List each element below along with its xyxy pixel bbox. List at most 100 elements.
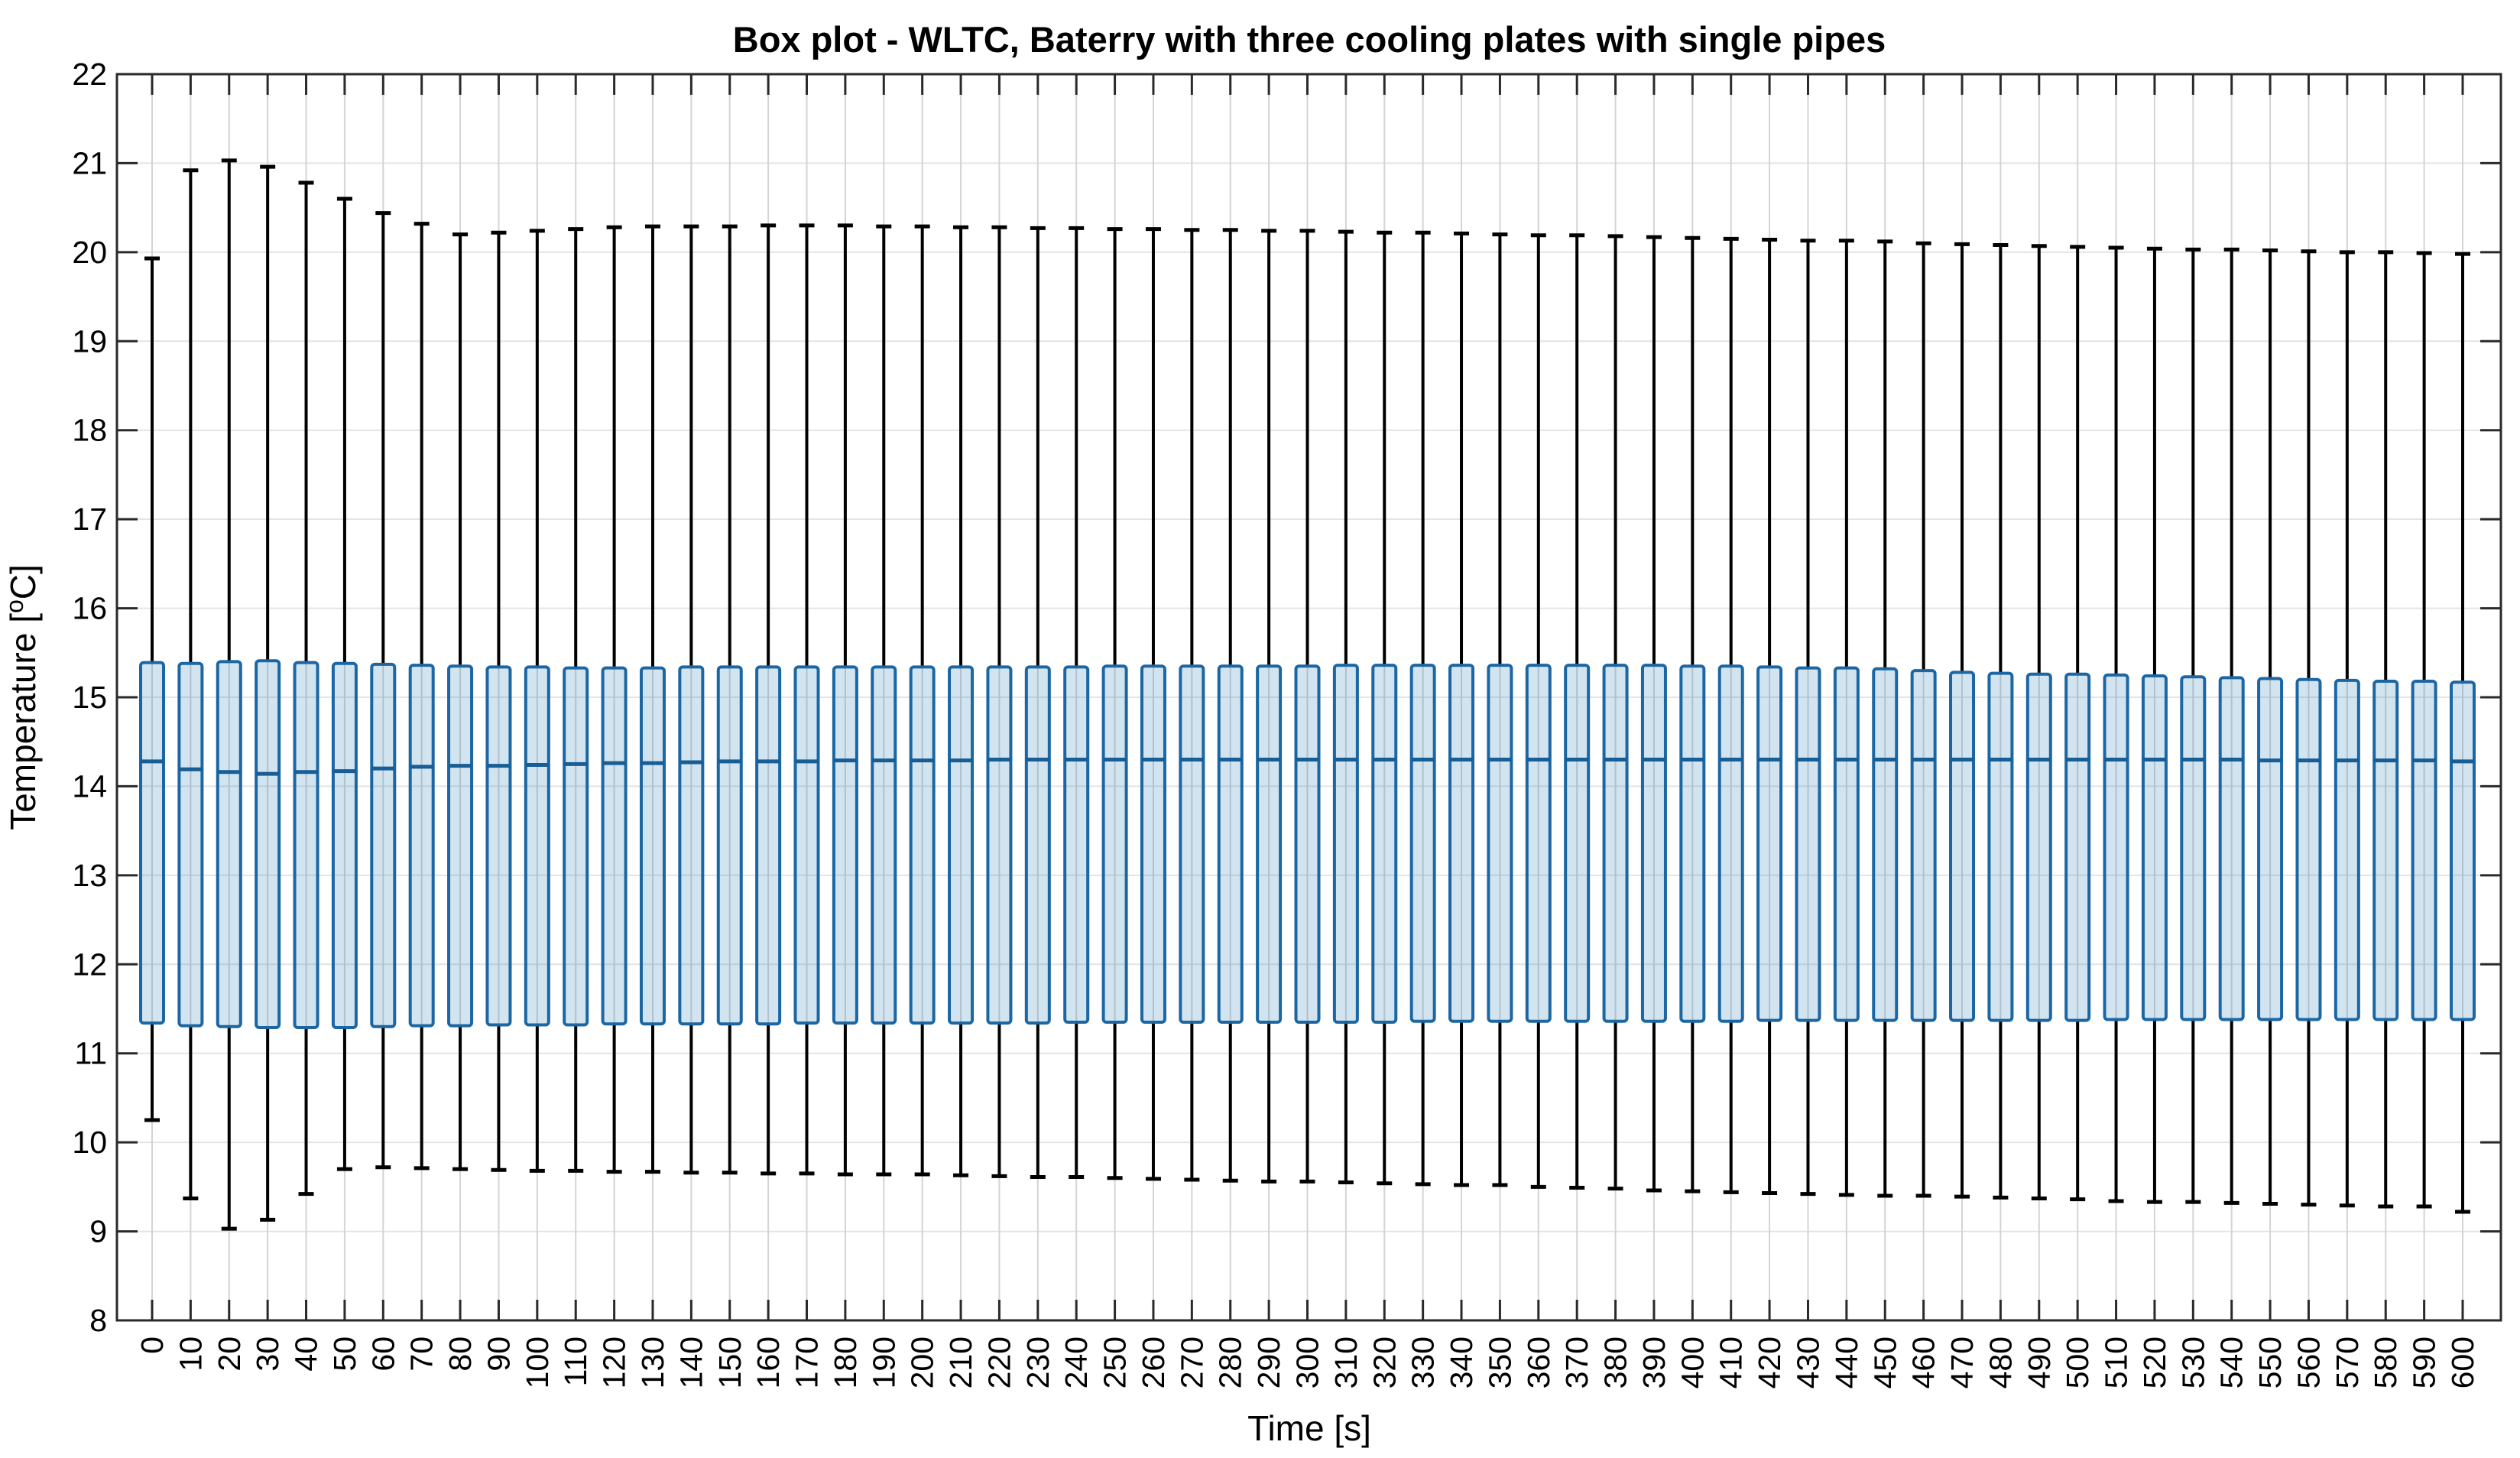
x-tick-label-30: 30	[250, 1336, 285, 1372]
iqr-box	[563, 666, 589, 1027]
x-tick-label-560: 560	[2291, 1336, 2326, 1388]
iqr-box	[524, 665, 550, 1027]
x-tick-label-600: 600	[2445, 1336, 2480, 1388]
box-whisker-t180	[832, 223, 858, 1177]
iqr-box	[871, 665, 897, 1025]
x-tick-label-450: 450	[1867, 1336, 1902, 1388]
x-tick-label-530: 530	[2175, 1336, 2210, 1388]
iqr-box	[832, 665, 858, 1025]
x-tick-label-410: 410	[1714, 1336, 1749, 1388]
x-tick-label-190: 190	[866, 1336, 901, 1388]
box-whisker-t540	[2218, 247, 2245, 1205]
iqr-box	[1409, 664, 1436, 1023]
iqr-box	[1795, 666, 1821, 1022]
x-tick-label-540: 540	[2214, 1336, 2249, 1388]
x-tick-label-460: 460	[1906, 1336, 1941, 1388]
box-whisker-t370	[1564, 233, 1591, 1190]
box-whisker-t530	[2180, 247, 2207, 1204]
y-tick-label-22: 22	[72, 57, 107, 92]
box-whisker-t260	[1140, 227, 1166, 1181]
box-whisker-t300	[1294, 229, 1321, 1184]
x-tick-label-0: 0	[135, 1336, 170, 1354]
box-whisker-t100	[524, 229, 550, 1173]
y-tick-label-14: 14	[72, 768, 107, 804]
x-tick-label-220: 220	[981, 1336, 1017, 1388]
box-whisker-t330	[1409, 230, 1436, 1187]
y-tick-label-21: 21	[72, 145, 107, 180]
box-whisker-t50	[331, 196, 358, 1171]
box-whisker-t600	[2450, 252, 2476, 1214]
box-whisker-t150	[716, 224, 743, 1175]
x-tick-label-480: 480	[1983, 1336, 2018, 1388]
iqr-box	[1063, 665, 1090, 1024]
x-tick-label-390: 390	[1636, 1336, 1672, 1388]
box-whisker-t110	[563, 227, 589, 1173]
box-whisker-t400	[1679, 235, 1706, 1193]
x-tick-label-210: 210	[943, 1336, 978, 1388]
iqr-box	[2257, 677, 2284, 1021]
iqr-box	[1140, 664, 1166, 1024]
box-whisker-t430	[1795, 239, 1821, 1197]
box-whisker-t450	[1872, 239, 1899, 1198]
x-tick-label-400: 400	[1675, 1336, 1710, 1388]
y-tick-label-18: 18	[72, 413, 107, 448]
y-tick-label-12: 12	[72, 947, 107, 982]
box-whisker-t570	[2334, 250, 2360, 1208]
x-tick-label-180: 180	[828, 1336, 863, 1388]
iqr-box	[1564, 664, 1591, 1023]
y-tick-label-16: 16	[72, 591, 107, 626]
box-whisker-t360	[1525, 233, 1552, 1189]
box-whisker-t80	[447, 232, 474, 1171]
box-whisker-t40	[293, 180, 319, 1197]
iqr-box	[1602, 664, 1629, 1023]
box-whisker-t160	[755, 223, 782, 1176]
iqr-box	[293, 661, 319, 1029]
x-tick-label-100: 100	[520, 1336, 555, 1388]
box-whisker-t140	[678, 224, 705, 1175]
iqr-box	[1487, 664, 1513, 1023]
box-whisker-t270	[1179, 228, 1205, 1182]
x-tick-label-470: 470	[1944, 1336, 1980, 1388]
iqr-box	[255, 659, 281, 1029]
box-whisker-t240	[1063, 226, 1090, 1180]
x-tick-label-250: 250	[1098, 1336, 1133, 1388]
x-tick-label-580: 580	[2368, 1336, 2403, 1388]
x-tick-label-200: 200	[905, 1336, 940, 1388]
iqr-box	[948, 665, 975, 1025]
box-whisker-t60	[370, 211, 397, 1170]
x-tick-label-140: 140	[673, 1336, 709, 1388]
x-tick-label-300: 300	[1290, 1336, 1325, 1388]
iqr-box	[485, 665, 512, 1027]
y-tick-label-9: 9	[89, 1214, 107, 1249]
box-whisker-t20	[216, 158, 242, 1231]
iqr-box	[2334, 678, 2360, 1021]
box-whisker-t10	[177, 168, 204, 1200]
iqr-box	[331, 661, 358, 1029]
y-tick-label-11: 11	[74, 1036, 107, 1071]
iqr-box	[678, 665, 705, 1026]
box-whisker-t460	[1910, 241, 1937, 1198]
x-tick-label-490: 490	[2022, 1336, 2057, 1388]
box-whisker-t390	[1640, 235, 1667, 1193]
y-tick-label-19: 19	[72, 323, 107, 359]
x-tick-label-50: 50	[327, 1336, 362, 1372]
iqr-box	[2372, 680, 2399, 1021]
iqr-box	[1217, 664, 1244, 1024]
x-tick-label-290: 290	[1251, 1336, 1286, 1388]
x-tick-label-60: 60	[365, 1336, 401, 1372]
y-tick-label-13: 13	[72, 858, 107, 893]
iqr-box	[1910, 669, 1937, 1022]
x-tick-label-90: 90	[481, 1336, 516, 1372]
x-tick-label-310: 310	[1328, 1336, 1364, 1388]
y-tick-label-10: 10	[72, 1125, 107, 1160]
box-whisker-t90	[485, 230, 512, 1172]
box-whisker-t320	[1371, 230, 1398, 1186]
iqr-box	[755, 665, 782, 1026]
iqr-box	[716, 665, 743, 1026]
x-tick-label-70: 70	[404, 1336, 439, 1372]
x-tick-label-40: 40	[289, 1336, 324, 1372]
box-whisker-t190	[871, 224, 897, 1177]
iqr-box	[1024, 665, 1051, 1025]
x-tick-label-280: 280	[1213, 1336, 1248, 1388]
